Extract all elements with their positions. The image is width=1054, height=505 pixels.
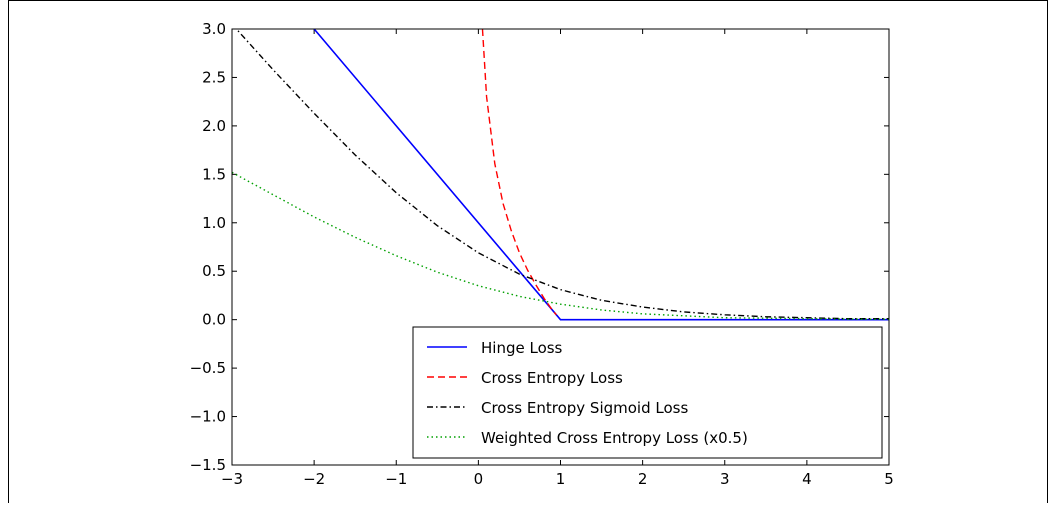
series-line-cross-entropy-sigmoid-loss xyxy=(235,29,889,320)
x-tick-label: −3 xyxy=(221,470,243,488)
y-tick-label: −0.5 xyxy=(190,359,226,377)
y-tick-label: 1.0 xyxy=(202,214,226,232)
series-line-hinge-loss xyxy=(313,29,889,321)
y-tick-label: 3.0 xyxy=(202,20,226,38)
legend-label: Cross Entropy Sigmoid Loss xyxy=(481,399,688,417)
axis-ticks: −3 −2 −1 0 1 2 3 4 5 3.0 2.5 2.0 1.5 1.0 0.5 0.0 −0.5 −1.… xyxy=(190,20,894,488)
y-tick-label: 1.5 xyxy=(202,165,226,183)
y-tick-label: 0.0 xyxy=(202,311,226,329)
x-tick-label: 4 xyxy=(802,470,812,488)
x-tick-label: 2 xyxy=(638,470,648,488)
legend-box xyxy=(412,326,883,459)
y-tick-label: 2.5 xyxy=(202,68,226,86)
series-lines xyxy=(232,29,889,321)
series-line-cross-entropy-loss xyxy=(481,29,557,316)
figure-frame xyxy=(8,0,1048,503)
y-tick-label: −1.5 xyxy=(190,456,226,474)
y-tick-label: −1.0 xyxy=(190,408,226,426)
legend-label: Hinge Loss xyxy=(481,339,563,357)
legend-label: Cross Entropy Loss xyxy=(481,369,623,387)
x-tick-label: −2 xyxy=(303,470,325,488)
x-tick-label: 3 xyxy=(720,470,730,488)
y-tick-label: 0.5 xyxy=(202,262,226,280)
y-tick-label: 2.0 xyxy=(202,117,226,135)
plot-area-border xyxy=(231,28,890,466)
x-tick-label: −1 xyxy=(385,470,407,488)
series-line-weighted-cross-entropy-loss-x0-5 xyxy=(232,171,889,321)
x-tick-label: 1 xyxy=(556,470,566,488)
legend-label: Weighted Cross Entropy Loss (x0.5) xyxy=(481,429,748,447)
x-tick-label: 0 xyxy=(474,470,484,488)
legend: Hinge Loss Cross Entropy Loss Cross Entrop… xyxy=(412,326,883,459)
x-tick-label: 5 xyxy=(884,470,894,488)
